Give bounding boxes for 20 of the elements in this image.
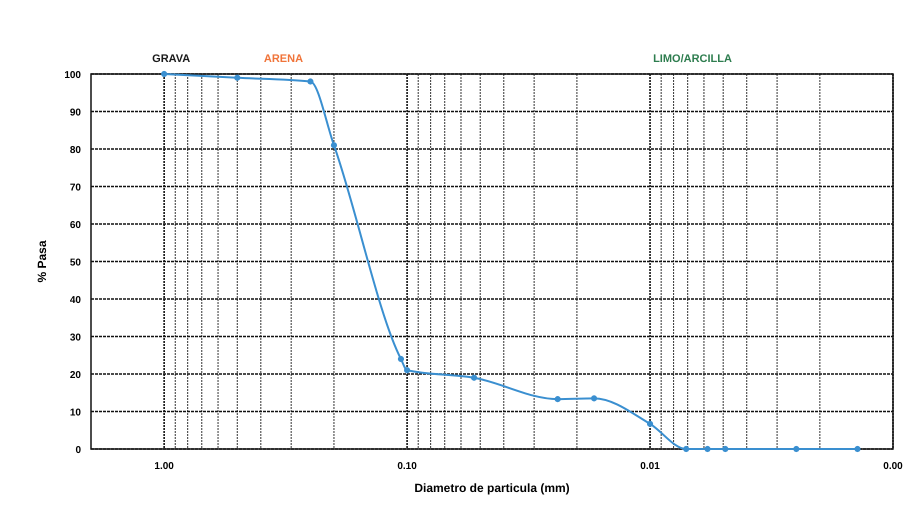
y-tick-label: 40 (70, 295, 82, 306)
y-tick-label: 20 (70, 370, 82, 381)
x-tick-label: 0.10 (397, 461, 418, 472)
y-axis-title: % Pasa (35, 240, 49, 283)
y-tick-label: 70 (70, 182, 82, 194)
text: GRAVA (152, 53, 190, 65)
x-axis-title: Diametro de particula (mm) (414, 481, 570, 495)
text: LIMO/ARCILLA (653, 53, 732, 65)
y-tick-label: 50 (70, 258, 82, 268)
y-tick-label: 60 (70, 220, 82, 231)
y-tick-label: 90 (70, 108, 82, 118)
y-tick-label: 80 (70, 145, 82, 156)
y-tick-label: 30 (70, 332, 82, 344)
x-tick-label: 0.00 (883, 461, 904, 472)
text: ARENA (264, 53, 304, 65)
y-tick-label: 0 (75, 445, 82, 456)
x-tick-label: 1.00 (154, 461, 174, 472)
x-tick-label: 0.01 (640, 461, 660, 472)
y-tick-label: 100 (64, 70, 82, 81)
y-tick-label: 10 (70, 408, 82, 418)
